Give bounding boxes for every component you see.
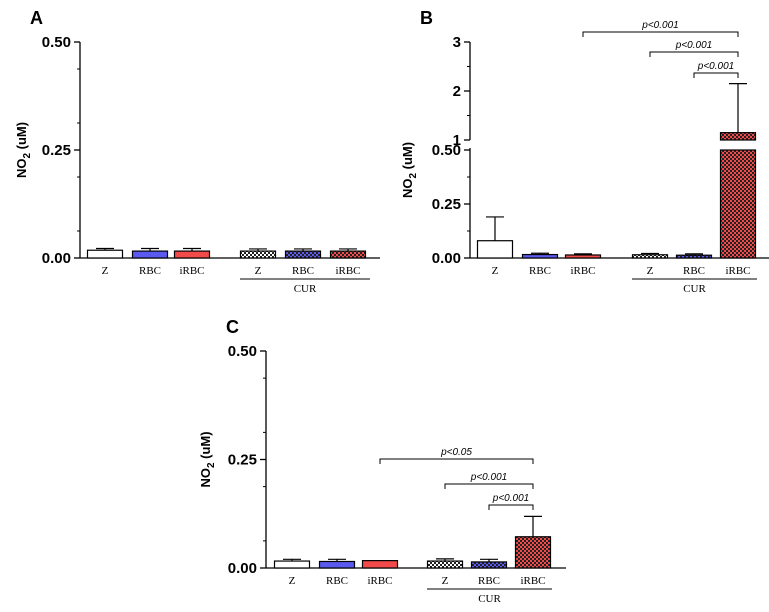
panel-letter: B [420,8,433,28]
x-tick-label: RBC [683,265,705,277]
y-tick-label: 0.00 [228,560,257,577]
x-tick-label: iRBC [179,265,204,277]
panel-c: C 0.00 0.25 0.50 NO2 (uM) Z RBC iRBC Z RBC iRBC CUR… [198,317,566,605]
y-tick-label: 0.00 [432,250,461,267]
panel-letter: A [30,8,43,28]
bar [86,249,124,259]
bar [719,149,757,259]
x-tick-label: Z [647,265,654,277]
y-label-unit: (uM) [14,122,29,153]
y-tick-label: 0.50 [432,142,461,159]
p-value-label: p<0.001 [675,40,712,51]
bar [476,240,514,259]
bar [239,250,277,259]
y-tick-label: 1 [453,132,461,149]
group-label: CUR [683,283,706,295]
significance-bracket [649,51,739,57]
p-value-label: p<0.001 [470,472,507,483]
bar [426,560,464,569]
x-tick-label: Z [255,265,262,277]
y-tick-label: 0.50 [228,343,257,360]
x-tick-label: RBC [529,265,551,277]
bar [273,560,311,569]
bar-upper-segment [719,132,757,141]
x-tick-label: iRBC [520,575,545,587]
bar [675,254,713,259]
y-tick-label: 0.25 [42,142,71,159]
p-value-label: p<0.001 [697,61,734,72]
significance-bracket [444,483,534,489]
y-tick-label: 0.25 [432,196,461,213]
y-tick-label: 3 [453,34,461,51]
x-tick-label: Z [492,265,499,277]
y-label-unit: (uM) [198,431,213,462]
y-tick-label: 0.50 [42,34,71,51]
x-tick-label: Z [289,575,296,587]
bar [521,253,559,259]
panel-letter: C [226,317,239,337]
x-tick-label: RBC [326,575,348,587]
y-axis-label: NO2 (uM) [14,122,33,178]
x-tick-label: RBC [292,265,314,277]
y-axis-label: NO2 (uM) [400,142,419,198]
y-axis-label: NO2 (uM) [198,431,217,487]
bar [514,536,552,569]
bar [318,560,356,569]
y-label-sub: 2 [408,173,419,179]
significance-bracket [693,72,739,78]
x-tick-label: iRBC [367,575,392,587]
x-tick-label: RBC [139,265,161,277]
bar [173,250,211,259]
x-tick-label: iRBC [725,265,750,277]
p-value-label: p<0.05 [440,447,472,458]
x-tick-label: RBC [478,575,500,587]
y-label-main: NO [400,179,415,199]
bar [131,250,169,259]
significance-bracket [379,458,534,464]
y-tick-label: 0.00 [42,250,71,267]
significance-bracket [582,31,739,37]
group-label: CUR [294,283,317,295]
y-tick-label: 2 [453,83,461,100]
bar [564,254,602,259]
bar [470,561,508,569]
bar [361,560,399,569]
bar [631,254,669,259]
x-tick-label: Z [442,575,449,587]
bar [329,250,367,259]
y-label-main: NO [198,468,213,488]
p-value-label: p<0.001 [641,20,678,31]
bar [284,250,322,259]
p-value-label: p<0.001 [492,493,529,504]
x-tick-label: iRBC [570,265,595,277]
x-tick-label: iRBC [335,265,360,277]
axis-break-gap [462,142,478,148]
significance-bracket [488,504,534,510]
y-tick-label: 0.25 [228,452,257,469]
y-label-sub: 2 [206,462,217,468]
y-label-sub: 2 [22,153,33,159]
group-label: CUR [478,593,501,605]
y-label-main: NO [14,159,29,179]
panel-a: A 0.00 0.25 0.50 NO2 (uM) Z RBC iRBC Z RBC iRBC CUR [14,8,380,295]
x-tick-label: Z [102,265,109,277]
y-label-unit: (uM) [400,142,415,173]
